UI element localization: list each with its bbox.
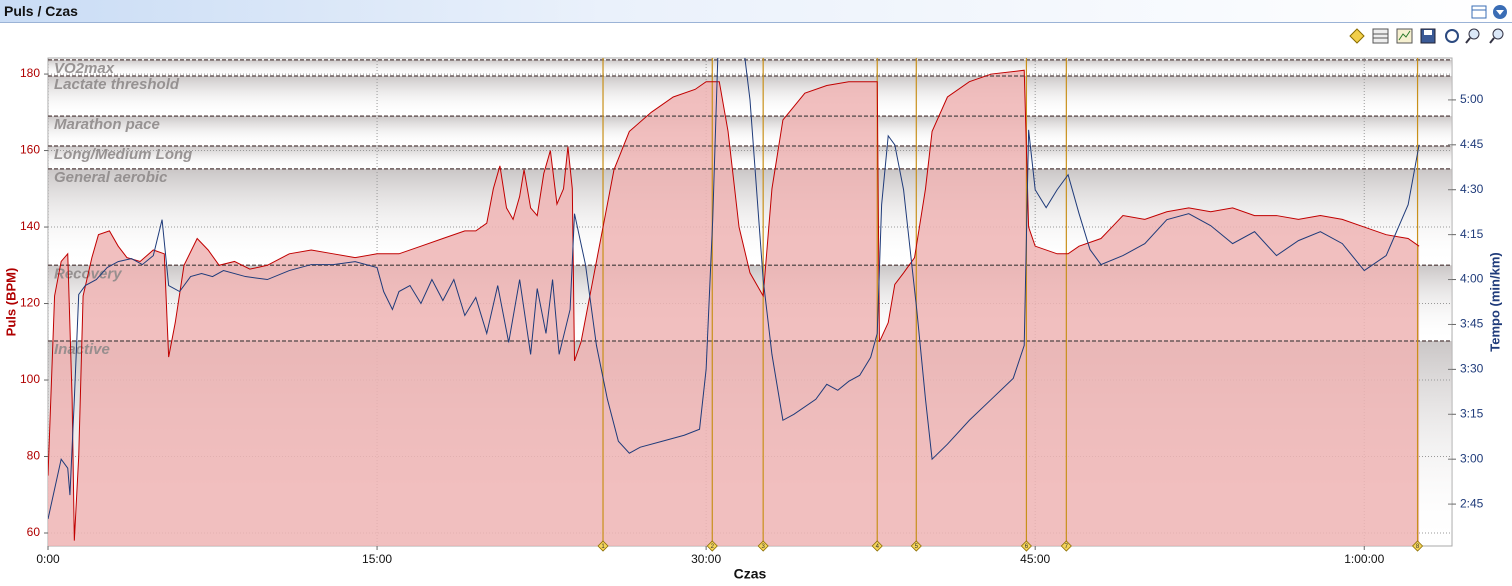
line (48, 58, 1420, 520)
x-tick-label: 15:00 (362, 552, 392, 566)
lap-marker (597, 540, 609, 552)
lap-marker (757, 540, 769, 552)
zone-label: General aerobic (54, 169, 168, 186)
zone-label: Marathon pace (54, 116, 160, 133)
zone-band (48, 116, 1452, 146)
y-tick-label: 120 (20, 296, 40, 310)
y-tick-label: 160 (20, 143, 40, 157)
lap-label: 4 (876, 544, 880, 550)
y2-tick-label: 3:30 (1460, 362, 1484, 376)
y-tick-label: 100 (20, 372, 40, 386)
line (48, 69, 1420, 541)
y2-axis-title: Tempo (min/km) (1487, 252, 1502, 351)
lap-label: 8 (1416, 544, 1420, 550)
zone-label: Long/Medium Long (54, 146, 192, 163)
x-tick-label: 1:00:00 (1344, 552, 1384, 566)
zone-band (48, 59, 1452, 76)
header-icons (1471, 5, 1507, 19)
x-tick-label: 45:00 (1020, 552, 1050, 566)
zone-label: Lactate threshold (54, 76, 180, 93)
lap-label: 5 (915, 544, 919, 550)
lap-marker (1411, 540, 1424, 552)
window-title: Puls / Czas (4, 3, 78, 19)
y2-tick-label: 2:45 (1460, 496, 1484, 510)
y-tick-label: 140 (20, 219, 40, 233)
lap-label: 2 (711, 544, 715, 550)
y-tick-label: 60 (27, 525, 41, 539)
layout-button[interactable] (1471, 5, 1487, 19)
lap-label: 3 (761, 544, 765, 550)
y2-tick-label: 3:15 (1460, 406, 1484, 420)
y-axis-title: Puls (BPM) (3, 268, 18, 337)
lap-marker (871, 540, 883, 552)
y2-tick-label: 3:45 (1460, 317, 1484, 331)
lap-label: 1 (601, 544, 605, 550)
lap-marker (706, 540, 718, 552)
lap-label: 7 (1065, 544, 1069, 550)
y-tick-label: 180 (20, 66, 40, 80)
x-tick-label: 0:00 (36, 552, 60, 566)
y2-tick-label: 3:00 (1460, 451, 1484, 465)
x-axis-title: Czas (734, 566, 767, 582)
y2-tick-label: 4:30 (1460, 182, 1484, 196)
y2-tick-label: 4:00 (1460, 272, 1484, 286)
lap-marker (910, 540, 922, 552)
pan-tool[interactable] (1445, 29, 1459, 43)
y2-tick-label: 4:15 (1460, 227, 1484, 241)
y-tick-label: 80 (27, 449, 41, 463)
zones-tool[interactable] (1372, 28, 1389, 44)
y2-tick-label: 5:00 (1460, 92, 1484, 106)
lap-marker (1060, 540, 1072, 552)
area (48, 70, 1420, 546)
lap-tool[interactable] (1349, 28, 1365, 44)
zone-band (48, 145, 1452, 169)
zone-label: VO2max (54, 60, 115, 77)
zoom-out-tool[interactable] (1468, 28, 1480, 40)
toolbar (1349, 28, 1504, 44)
lap-label: 6 (1025, 544, 1029, 550)
y2-tick-label: 4:45 (1460, 137, 1484, 151)
zoom-in-tool[interactable] (1492, 28, 1504, 40)
lap-marker (1020, 540, 1032, 552)
title-bar: Puls / Czas (0, 0, 1512, 23)
x-tick-label: 30:00 (691, 552, 721, 566)
